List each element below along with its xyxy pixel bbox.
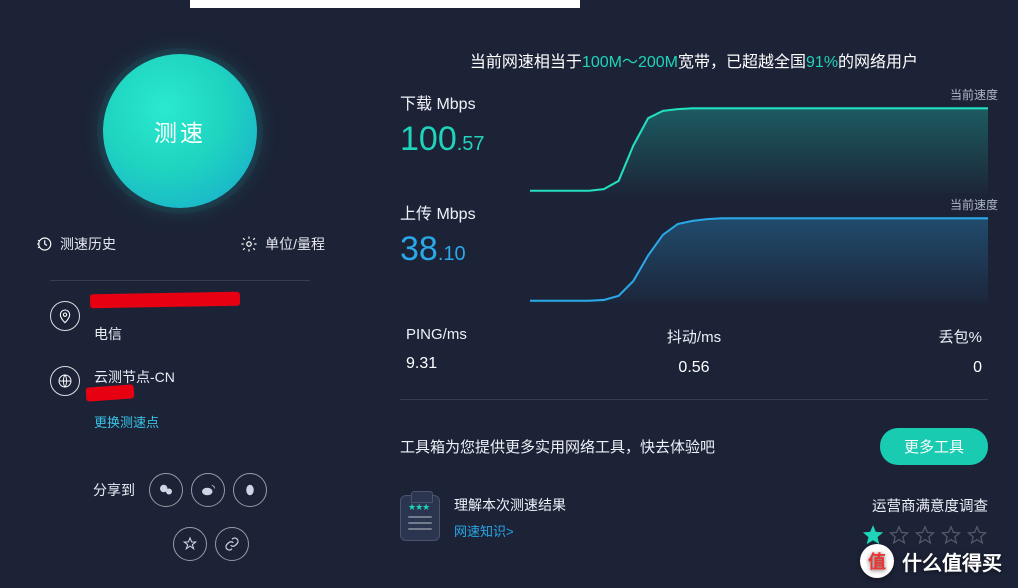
- understand-block: ★★★ 理解本次测速结果 网速知识>: [400, 495, 566, 541]
- watermark-text: 什么值得买: [902, 547, 1002, 576]
- headline-percent: 91%: [806, 54, 838, 71]
- star-icon[interactable]: [862, 524, 884, 546]
- headline-mid: 宽带，已超越全国: [678, 54, 806, 71]
- unit-button[interactable]: 单位/量程: [240, 234, 325, 254]
- isp-text: 电信: [94, 301, 122, 346]
- globe-icon: [50, 366, 80, 396]
- start-test-label: 测速: [154, 114, 206, 148]
- watermark: 值 什么值得买: [860, 544, 1002, 578]
- history-button[interactable]: 测速历史: [35, 234, 116, 254]
- download-int: 100: [400, 120, 457, 159]
- loss-stat: 丢包% 0: [790, 326, 982, 377]
- qq-icon[interactable]: [233, 473, 267, 507]
- download-title: 下载 Mbps: [400, 90, 530, 114]
- upload-title: 上传 Mbps: [400, 200, 530, 224]
- weibo-icon[interactable]: [191, 473, 225, 507]
- right-panel: 当前网速相当于100M～200M宽带，已超越全国91%的网络用户 下载 Mbps…: [360, 30, 1018, 561]
- unit-label: 单位/量程: [265, 234, 325, 254]
- link-icon[interactable]: [215, 527, 249, 561]
- node-block: 云测节点-CN 更换测速点: [50, 366, 310, 434]
- isp-name: 电信: [94, 323, 122, 345]
- download-row: 下载 Mbps 100.57 当前速度: [400, 90, 988, 180]
- history-icon: [35, 235, 53, 253]
- share-label: 分享到: [93, 480, 135, 500]
- left-divider: [50, 280, 310, 281]
- isp-block: 电信: [50, 301, 310, 346]
- knowledge-link[interactable]: 网速知识>: [454, 521, 514, 540]
- upload-chart: 当前速度: [530, 200, 988, 290]
- understand-title: 理解本次测速结果: [454, 495, 566, 515]
- start-test-button[interactable]: 测速: [103, 54, 257, 208]
- more-tools-button[interactable]: 更多工具: [880, 428, 988, 465]
- share-row: 分享到: [40, 473, 320, 561]
- loss-label: 丢包%: [790, 326, 982, 347]
- headline-suffix: 的网络用户: [838, 54, 918, 71]
- star-icon[interactable]: [888, 524, 910, 546]
- tools-row: 工具箱为您提供更多实用网络工具，快去体验吧 更多工具: [400, 428, 988, 465]
- favorite-icon[interactable]: [173, 527, 207, 561]
- left-actions: 测速历史 单位/量程: [35, 234, 325, 254]
- bottom-row: ★★★ 理解本次测速结果 网速知识> 运营商满意度调查: [400, 495, 988, 546]
- main-container: 测速 测速历史 单位/量程 电信: [0, 0, 1018, 561]
- watermark-badge: 值: [860, 544, 894, 578]
- gear-icon: [240, 235, 258, 253]
- headline: 当前网速相当于100M～200M宽带，已超越全国91%的网络用户: [400, 48, 988, 72]
- stats-row: PING/ms 9.31 抖动/ms 0.56 丢包% 0: [400, 326, 988, 400]
- switch-node-link[interactable]: 更换测速点: [94, 415, 159, 430]
- ping-label: PING/ms: [406, 326, 598, 343]
- loss-value: 0: [790, 359, 982, 377]
- jitter-value: 0.56: [598, 359, 790, 377]
- clipboard-icon: ★★★: [400, 495, 440, 541]
- location-icon: [50, 301, 80, 331]
- ping-stat: PING/ms 9.31: [406, 326, 598, 377]
- star-icon[interactable]: [940, 524, 962, 546]
- redacted-ip: [90, 292, 240, 309]
- left-panel: 测速 测速历史 单位/量程 电信: [0, 30, 360, 561]
- upload-dec: .10: [438, 243, 466, 266]
- star-icon[interactable]: [966, 524, 988, 546]
- top-white-strip: [190, 0, 580, 8]
- survey-title: 运营商满意度调查: [862, 495, 988, 516]
- download-dec: .57: [457, 133, 485, 156]
- survey-block: 运营商满意度调查: [862, 495, 988, 546]
- headline-range: 100M～200M: [582, 54, 678, 71]
- node-name: 云测节点-CN: [94, 366, 175, 388]
- upload-int: 38: [400, 230, 438, 269]
- ping-value: 9.31: [406, 355, 598, 373]
- history-label: 测速历史: [60, 234, 116, 254]
- download-value: 100.57: [400, 120, 530, 159]
- node-text: 云测节点-CN 更换测速点: [94, 366, 175, 434]
- download-chart: 当前速度: [530, 90, 988, 180]
- star-icon[interactable]: [914, 524, 936, 546]
- headline-prefix: 当前网速相当于: [470, 54, 582, 71]
- wechat-icon[interactable]: [149, 473, 183, 507]
- jitter-label: 抖动/ms: [598, 326, 790, 347]
- tools-text: 工具箱为您提供更多实用网络工具，快去体验吧: [400, 436, 715, 457]
- upload-row: 上传 Mbps 38.10 当前速度: [400, 200, 988, 290]
- upload-value: 38.10: [400, 230, 530, 269]
- download-left: 下载 Mbps 100.57: [400, 90, 530, 159]
- survey-stars[interactable]: [862, 524, 988, 546]
- jitter-stat: 抖动/ms 0.56: [598, 326, 790, 377]
- upload-left: 上传 Mbps 38.10: [400, 200, 530, 269]
